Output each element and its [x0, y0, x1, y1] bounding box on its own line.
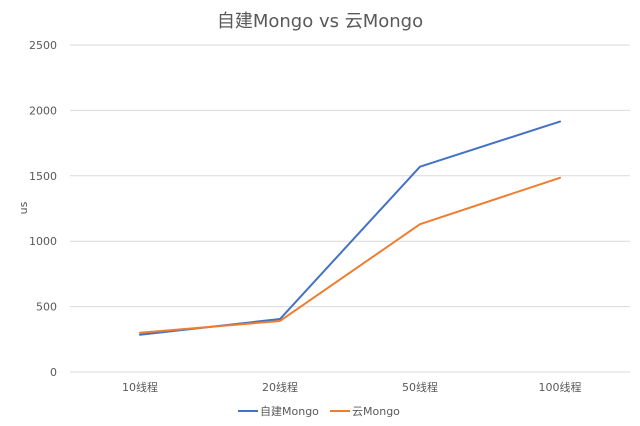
y-tick-label: 1500	[29, 170, 57, 183]
series-line-0	[139, 120, 561, 336]
y-tick-label: 0	[50, 366, 57, 379]
y-axis-label: us	[17, 201, 30, 214]
x-tick-label: 10线程	[122, 380, 158, 394]
x-axis-ticks: 10线程 20线程 50线程 100线程	[122, 380, 582, 394]
y-tick-label: 2000	[29, 104, 57, 117]
x-tick-label: 50线程	[402, 380, 438, 394]
y-tick-label: 1000	[29, 235, 57, 248]
gridlines	[70, 44, 630, 373]
y-tick-label: 500	[36, 301, 57, 314]
y-tick-label: 2500	[29, 39, 57, 52]
series-line-1	[139, 176, 561, 334]
x-tick-label: 20线程	[262, 380, 298, 394]
legend: 自建Mongo 云Mongo	[238, 404, 400, 418]
series-lines	[139, 120, 561, 336]
y-axis-ticks: 0 500 1000 1500 2000 2500	[29, 39, 57, 379]
chart-title: 自建Mongo vs 云Mongo	[217, 11, 423, 32]
legend-label-0: 自建Mongo	[260, 404, 319, 418]
x-tick-label: 100线程	[539, 380, 582, 394]
legend-label-1: 云Mongo	[352, 405, 400, 418]
